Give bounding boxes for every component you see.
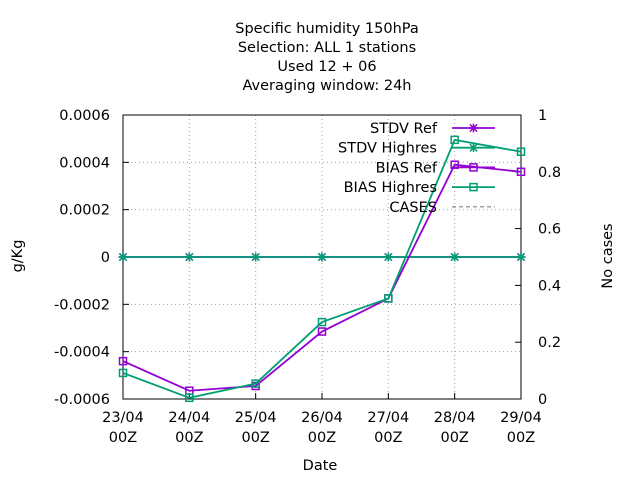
data-point [450,252,460,262]
data-point [317,317,327,327]
legend-label: STDV Highres [338,141,437,157]
y2-axis-label: No cases [600,223,616,288]
legend-label: BIAS Ref [376,160,438,176]
legend-label: BIAS Highres [344,180,437,196]
title-line: Selection: ALL 1 stations [238,40,416,56]
data-point [516,147,526,156]
title-line: Used 12 + 06 [277,59,376,75]
legend: STDV Ref STDV Highres BIAS Ref BIAS Highres… [338,121,495,216]
data-point [469,123,478,133]
data-point [185,393,194,403]
y-tick-label: 0.0002 [59,203,110,219]
x-tick-label: 00Z [507,430,535,446]
x-tick-label: 29/04 [500,410,542,426]
y2-tick-label: 0.4 [538,278,561,294]
data-point [317,252,327,262]
data-point [251,252,261,262]
data-point [516,167,526,177]
x-tick-label: 00Z [440,430,468,446]
x-tick-label: 25/04 [235,410,277,426]
data-point [469,182,478,192]
x-tick-label: 00Z [374,430,402,446]
y-tick-label: -0.0006 [54,392,110,408]
x-tick-label: 24/04 [168,410,210,426]
y-tick-label: -0.0004 [54,345,110,361]
series-bias-highres [118,135,526,403]
x-tick-label: 00Z [241,430,269,446]
x-tick-label: 00Z [175,430,203,446]
axes: -0.0006 -0.0004 -0.0002 0 0.0002 0.0004 0.0006… [54,108,561,446]
chart-title: Specific humidity 150hPa Selection: ALL 1… [235,21,419,94]
x-axis-label: Date [303,458,338,474]
y-tick-label: -0.0002 [54,297,110,313]
y-tick-label: 0.0006 [59,108,110,124]
y2-tick-label: 0.6 [538,222,561,238]
data-point [118,368,128,378]
legend-label: STDV Ref [370,121,438,137]
x-tick-label: 23/04 [102,410,144,426]
data-point [184,252,194,262]
series-line [122,163,522,392]
data-point [469,163,478,172]
y2-tick-label: 0.8 [538,165,561,181]
data-point [516,252,526,262]
title-line: Specific humidity 150hPa [235,21,419,37]
data-point [118,252,128,262]
data-point [450,135,459,145]
x-tick-label: 28/04 [434,410,476,426]
data-point [469,143,478,153]
grid [123,115,521,399]
y2-tick-label: 1 [538,108,547,124]
data-point [384,294,393,303]
x-tick-label: 00Z [308,430,336,446]
y2-tick-label: 0 [538,392,547,408]
series-line [122,138,522,399]
data-point [118,356,128,366]
data-point [383,252,393,262]
plot-series [118,135,526,403]
x-tick-label: 27/04 [367,410,409,426]
y-tick-label: 0 [101,250,110,266]
x-tick-label: 00Z [109,430,137,446]
data-point [251,379,260,388]
x-tick-label: 26/04 [301,410,343,426]
series-stdv-highres [118,252,526,262]
y-axis-label: g/Kg [10,240,26,273]
y2-tick-label: 0.2 [538,335,561,351]
title-line: Averaging window: 24h [242,78,411,94]
data-point [317,327,327,336]
legend-label: CASES [389,200,437,216]
y-tick-label: 0.0004 [59,155,110,171]
